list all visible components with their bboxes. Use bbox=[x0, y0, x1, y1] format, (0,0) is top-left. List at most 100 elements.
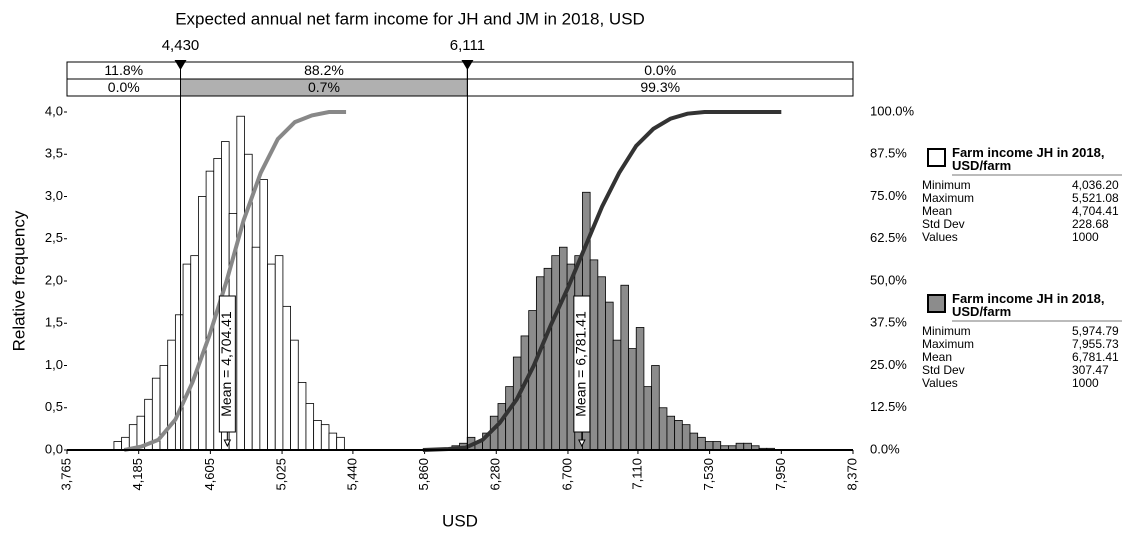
histogram-bar bbox=[712, 441, 722, 451]
band-label: 0.0% bbox=[108, 79, 140, 95]
y-tick-label: 3,5 bbox=[45, 146, 63, 161]
stat-row: Values 1000 bbox=[922, 231, 1137, 244]
y-tick-label: 0,5 bbox=[45, 399, 63, 414]
x-tick-label: 4,185 bbox=[130, 458, 145, 491]
y-tick-label: 0,0 bbox=[45, 441, 63, 456]
histogram-bar bbox=[113, 441, 123, 451]
histogram-bar bbox=[589, 259, 599, 451]
stat-row: Maximum 7,955.73 bbox=[922, 338, 1137, 351]
y-axis-title: Relative frequency bbox=[9, 210, 28, 351]
y-tick-label: 2,0 bbox=[45, 272, 63, 287]
histogram-bar bbox=[282, 305, 291, 451]
x-tick-label: 7,530 bbox=[701, 458, 716, 491]
band-label: 0.0% bbox=[644, 62, 676, 78]
stat-label: Minimum bbox=[922, 178, 971, 192]
histogram-bar bbox=[597, 276, 606, 451]
stat-value: 228.68 bbox=[1072, 217, 1109, 231]
y2-tick-label: 50,0% bbox=[870, 272, 907, 287]
band-label: 88.2% bbox=[304, 62, 344, 78]
stat-value: 7,955.73 bbox=[1072, 337, 1119, 351]
histogram-bar bbox=[559, 246, 568, 451]
histogram-bar bbox=[259, 179, 268, 451]
histogram-bar bbox=[328, 432, 338, 451]
histogram-bar bbox=[743, 442, 752, 451]
stat-value: 307.47 bbox=[1072, 363, 1109, 377]
x-tick-label: 7,950 bbox=[773, 458, 788, 491]
legend-title: Farm income JH in 2018, USD/farm bbox=[922, 292, 1132, 318]
histogram-bar bbox=[697, 436, 706, 451]
y-tick-label: 1,5 bbox=[45, 315, 63, 330]
histogram-bar bbox=[612, 339, 622, 451]
mean-label: Mean = 6,781.41 bbox=[573, 311, 589, 417]
stat-row: Mean 6,781.41 bbox=[922, 351, 1137, 364]
delimiter-label: 4,430 bbox=[162, 37, 200, 54]
histogram-bar bbox=[689, 432, 699, 451]
stat-label: Mean bbox=[922, 204, 953, 218]
cumulative-line bbox=[123, 110, 347, 452]
histogram-bar bbox=[666, 415, 676, 451]
histogram-bar bbox=[681, 424, 691, 451]
mean-box bbox=[573, 295, 591, 433]
stat-row: Std Dev 228.68 bbox=[922, 218, 1137, 231]
histogram-bar bbox=[651, 365, 660, 451]
stat-label: Mean bbox=[922, 350, 953, 364]
y2-tick-label: 25.0% bbox=[870, 357, 907, 372]
y-tick-label: 1,0 bbox=[45, 357, 63, 372]
stat-row: Mean 4,704.41 bbox=[922, 205, 1137, 218]
stat-row: Maximum 5,521.08 bbox=[922, 192, 1137, 205]
stat-row: Minimum 4,036.20 bbox=[922, 179, 1137, 192]
histogram-bar bbox=[297, 381, 307, 451]
y2-tick-label: 37.5% bbox=[870, 315, 907, 330]
legend-block: Farm income JH in 2018, USD/farm Minimum 4… bbox=[922, 146, 1137, 244]
band-label: 0.7% bbox=[308, 79, 340, 95]
x-tick-label: 5,025 bbox=[273, 458, 288, 491]
histogram-bar bbox=[320, 424, 330, 451]
histogram-bar bbox=[658, 407, 668, 451]
histogram-bar bbox=[528, 310, 537, 451]
histogram-bar bbox=[497, 403, 507, 451]
histogram-bar bbox=[205, 170, 215, 451]
x-tick-label: 7,110 bbox=[629, 458, 644, 490]
delimiter-arrow bbox=[461, 60, 474, 70]
legend-block: Farm income JH in 2018, USD/farm Minimum 5… bbox=[922, 292, 1137, 390]
histogram-bar bbox=[236, 115, 245, 451]
stat-value: 4,704.41 bbox=[1072, 204, 1119, 218]
histogram-bar bbox=[704, 441, 714, 451]
y-tick-label: 3,0 bbox=[45, 188, 63, 203]
cumulative-line bbox=[422, 110, 782, 452]
y2-tick-label: 0.0% bbox=[870, 441, 900, 456]
stat-label: Values bbox=[922, 376, 958, 390]
legend-rule bbox=[952, 320, 1122, 322]
legend-swatch bbox=[927, 294, 946, 313]
histogram-bar bbox=[305, 403, 315, 451]
x-axis-title: USD bbox=[442, 511, 478, 530]
x-tick-label: 6,280 bbox=[488, 458, 503, 491]
legend-rule bbox=[952, 174, 1122, 176]
histogram-bar bbox=[274, 255, 284, 451]
histogram-bar bbox=[505, 386, 514, 451]
histogram-bar bbox=[543, 267, 553, 451]
histogram-bar bbox=[198, 196, 207, 451]
x-tick-label: 8,370 bbox=[844, 458, 859, 491]
stat-value: 6,781.41 bbox=[1072, 350, 1119, 364]
stat-value: 4,036.20 bbox=[1072, 178, 1119, 192]
stat-label: Std Dev bbox=[922, 363, 965, 377]
y2-tick-label: 62.5% bbox=[870, 230, 907, 245]
x-tick-label: 3,765 bbox=[58, 458, 73, 491]
histogram-bar bbox=[290, 339, 299, 451]
y2-tick-label: 75.0% bbox=[870, 188, 907, 203]
band-label: 99.3% bbox=[640, 79, 680, 95]
histogram-bar bbox=[251, 246, 261, 451]
stat-label: Std Dev bbox=[922, 217, 965, 231]
stat-row: Std Dev 307.47 bbox=[922, 364, 1137, 377]
histogram-bar bbox=[735, 442, 745, 451]
stat-row: Values 1000 bbox=[922, 377, 1137, 390]
histogram-bar bbox=[167, 339, 176, 451]
histogram-bar bbox=[535, 276, 545, 451]
y-tick-label: 4,0 bbox=[45, 103, 63, 118]
legend-swatch bbox=[927, 148, 946, 167]
chart-title: Expected annual net farm income for JH a… bbox=[175, 9, 645, 28]
x-tick-label: 6,700 bbox=[559, 458, 574, 491]
